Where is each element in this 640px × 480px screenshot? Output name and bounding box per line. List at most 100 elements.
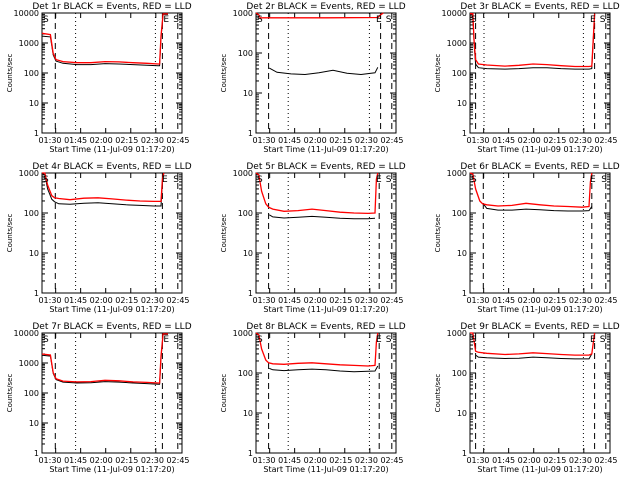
events-series-line — [41, 333, 168, 385]
marker-label-s: S — [43, 15, 49, 25]
x-tick-label: 01:30 — [466, 136, 489, 145]
plot-frame — [255, 12, 397, 134]
marker-label-e: E — [376, 15, 382, 25]
lld-series-line — [255, 12, 384, 19]
marker-label-s: S — [43, 175, 49, 185]
x-axis-label: Start Time (11-Jul-09 01:17:20) — [263, 305, 388, 314]
x-tick-label: 01:30 — [252, 136, 275, 145]
x-tick-label: 02:45 — [380, 456, 403, 465]
events-series-line — [482, 203, 593, 212]
y-tick-label: 100 — [238, 49, 253, 58]
y-tick-label: 100 — [452, 369, 467, 378]
y-tick-label: 10 — [243, 249, 253, 258]
marker-label-s: S — [173, 175, 179, 185]
marker-label-e: E — [376, 175, 382, 185]
panel-6: Det 6r BLACK = Events, RED = LLD 1 10 100 10… — [434, 162, 620, 314]
x-tick-label: 02:15 — [329, 296, 352, 305]
y-tick-label: 10 — [457, 249, 467, 258]
plot-frame — [469, 332, 611, 454]
marker-label-s: S — [257, 335, 263, 345]
x-tick-label: 02:00 — [518, 456, 541, 465]
y-tick-label: 100 — [452, 209, 467, 218]
y-tick-label: 1 — [462, 129, 467, 138]
y-tick-label: 1000 — [19, 359, 39, 368]
marker-label-e: E — [163, 15, 169, 25]
x-tick-label: 02:30 — [355, 456, 378, 465]
y-tick-label: 1000 — [233, 329, 253, 338]
panel-title: Det 2r BLACK = Events, RED = LLD — [246, 2, 405, 12]
y-tick-label: 10000 — [442, 9, 467, 18]
marker-label-e: E — [162, 175, 168, 185]
panel-1: Det 1r BLACK = Events, RED = LLD 1 10 100 10… — [6, 2, 192, 154]
lld-series-line — [470, 332, 596, 356]
y-axis-label: Counts/sec — [6, 214, 14, 253]
x-tick-label: 02:15 — [115, 456, 138, 465]
x-axis-label: Start Time (11-Jul-09 01:17:20) — [477, 145, 602, 154]
y-tick-label: 1 — [248, 129, 253, 138]
x-tick-label: 02:45 — [380, 136, 403, 145]
x-tick-label: 02:45 — [594, 296, 617, 305]
x-tick-label: 01:30 — [252, 456, 275, 465]
y-tick-label: 1000 — [233, 9, 253, 18]
plot-frame — [255, 332, 397, 454]
x-tick-label: 02:00 — [90, 296, 113, 305]
y-tick-label: 1 — [462, 449, 467, 458]
x-axis-label: Start Time (11-Jul-09 01:17:20) — [263, 145, 388, 154]
x-tick-label: 01:45 — [278, 296, 301, 305]
marker-label-s: S — [471, 15, 477, 25]
x-tick-label: 02:00 — [304, 296, 327, 305]
marker-label-e: E — [590, 335, 596, 345]
plot-frame — [41, 172, 183, 294]
x-tick-label: 01:45 — [64, 456, 87, 465]
x-tick-label: 02:15 — [543, 456, 566, 465]
y-axis-label: Counts/sec — [6, 374, 14, 413]
marker-label-s: S — [471, 175, 477, 185]
x-axis-label: Start Time (11-Jul-09 01:17:20) — [49, 145, 174, 154]
x-tick-label: 02:15 — [329, 456, 352, 465]
x-tick-label: 01:45 — [278, 456, 301, 465]
panel-5: Det 5r BLACK = Events, RED = LLD 1 10 100 10… — [220, 162, 406, 314]
x-axis-label: Start Time (11-Jul-09 01:17:20) — [263, 465, 388, 474]
y-axis-label: Counts/sec — [434, 214, 442, 253]
x-tick-label: 01:45 — [278, 136, 301, 145]
marker-label-s: S — [601, 175, 607, 185]
x-tick-label: 02:30 — [141, 296, 164, 305]
panel-4: Det 4r BLACK = Events, RED = LLD 1 10 100 10… — [6, 162, 192, 314]
x-tick-label: 01:30 — [38, 136, 61, 145]
x-tick-label: 02:30 — [569, 456, 592, 465]
panel-title: Det 3r BLACK = Events, RED = LLD — [460, 2, 619, 12]
x-tick-label: 02:00 — [518, 296, 541, 305]
marker-label-e: E — [590, 175, 596, 185]
x-tick-label: 02:45 — [166, 456, 189, 465]
panel-8: Det 8r BLACK = Events, RED = LLD 1 10 100 10… — [220, 322, 406, 474]
marker-label-s: S — [600, 335, 606, 345]
panel-3: Det 3r BLACK = Events, RED = LLD 1 10 100 10… — [434, 2, 620, 154]
x-tick-label: 02:15 — [543, 296, 566, 305]
marker-label-s: S — [257, 15, 263, 25]
lld-series-line — [42, 172, 165, 203]
x-tick-label: 02:30 — [569, 296, 592, 305]
panel-title: Det 1r BLACK = Events, RED = LLD — [32, 2, 191, 12]
x-tick-label: 02:45 — [380, 296, 403, 305]
y-axis-label: Counts/sec — [220, 54, 228, 93]
y-tick-label: 100 — [452, 69, 467, 78]
x-tick-label: 02:30 — [569, 136, 592, 145]
x-tick-label: 01:45 — [492, 296, 515, 305]
y-tick-label: 1 — [462, 289, 467, 298]
x-axis-label: Start Time (11-Jul-09 01:17:20) — [477, 305, 602, 314]
y-tick-label: 1000 — [447, 39, 467, 48]
y-axis-label: Counts/sec — [220, 374, 228, 413]
marker-label-s: S — [257, 175, 263, 185]
x-tick-label: 02:15 — [115, 296, 138, 305]
lld-series-line — [255, 332, 379, 367]
y-tick-label: 10000 — [14, 9, 39, 18]
x-tick-label: 01:45 — [492, 136, 515, 145]
x-tick-label: 01:30 — [252, 296, 275, 305]
panel-title: Det 7r BLACK = Events, RED = LLD — [32, 322, 191, 332]
y-tick-label: 10 — [29, 99, 39, 108]
y-tick-label: 10 — [243, 89, 253, 98]
y-tick-label: 1000 — [447, 329, 467, 338]
y-axis-label: Counts/sec — [220, 214, 228, 253]
x-tick-label: 02:30 — [141, 456, 164, 465]
